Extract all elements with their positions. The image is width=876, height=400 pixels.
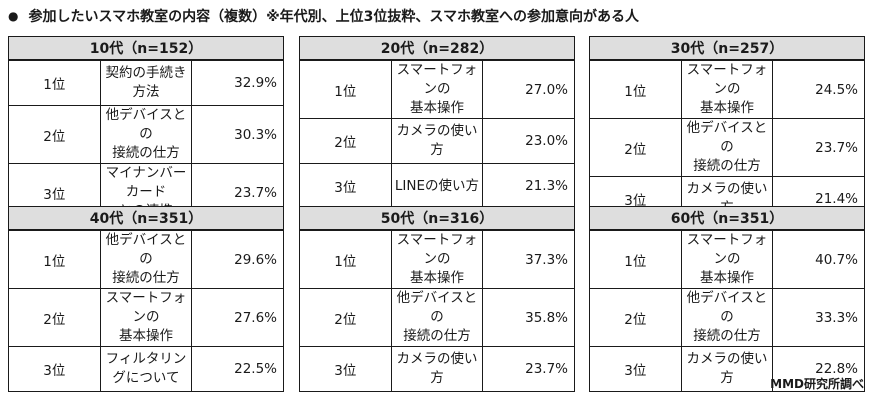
page-title: ● 参加したいスマホ教室の内容（複数）※年代別、上位3位抜粋、スマホ教室への参加意…: [8, 6, 639, 26]
rank-cell: 1位: [299, 59, 392, 119]
panel-20s: 20代（n=282） 1位 スマートフォンの 基本操作 27.0% 2位 カメラ…: [299, 36, 575, 209]
rank-cell: 2位: [299, 288, 392, 347]
panel-60s: 60代（n=351） 1位 スマートフォンの 基本操作 40.7% 2位 他デバ…: [589, 206, 865, 392]
rank-cell: 1位: [8, 229, 101, 289]
item-cell: 他デバイスとの 接続の仕方: [680, 118, 774, 177]
percent-cell: 29.6%: [191, 229, 284, 289]
percent-cell: 40.7%: [772, 229, 865, 289]
percent-cell: 33.3%: [772, 288, 865, 347]
table-row: 1位 スマートフォンの 基本操作 27.0%: [299, 59, 575, 119]
bullet-icon: ●: [8, 9, 19, 23]
ranking-table: 10代（n=152） 1位 契約の手続き方法 32.9% 2位 他デバイスとの …: [8, 36, 284, 222]
panel-header: 10代（n=152）: [8, 36, 284, 61]
percent-cell: 35.8%: [482, 288, 575, 347]
item-cell: 他デバイスとの 接続の仕方: [390, 288, 484, 347]
item-cell: LINEの使い方: [390, 163, 484, 209]
table-row: 1位 スマートフォンの 基本操作 40.7%: [589, 229, 865, 289]
item-cell: 他デバイスとの 接続の仕方: [99, 229, 193, 289]
item-cell: カメラの使い方: [390, 118, 484, 164]
table-row: 2位 スマートフォンの 基本操作 27.6%: [8, 288, 284, 347]
panel-40s: 40代（n=351） 1位 他デバイスとの 接続の仕方 29.6% 2位 スマー…: [8, 206, 284, 392]
item-cell: 他デバイスとの 接続の仕方: [99, 105, 193, 164]
rank-cell: 1位: [299, 229, 392, 289]
rank-cell: 1位: [8, 59, 101, 106]
item-cell: スマートフォンの 基本操作: [680, 59, 774, 119]
rank-cell: 3位: [299, 163, 392, 209]
percent-cell: 27.0%: [482, 59, 575, 119]
rank-cell: 2位: [589, 118, 682, 177]
item-cell: スマートフォンの 基本操作: [99, 288, 193, 347]
panel-header: 30代（n=257）: [589, 36, 865, 61]
page-title-text: 参加したいスマホ教室の内容（複数）※年代別、上位3位抜粋、スマホ教室への参加意向…: [28, 9, 639, 25]
percent-cell: 22.8%: [772, 346, 865, 392]
panel-header: 50代（n=316）: [299, 206, 575, 231]
percent-cell: 23.7%: [772, 118, 865, 177]
percent-cell: 32.9%: [191, 59, 284, 106]
rank-cell: 3位: [8, 346, 101, 392]
rank-cell: 1位: [589, 229, 682, 289]
item-cell: スマートフォンの 基本操作: [390, 229, 484, 289]
item-cell: 契約の手続き方法: [99, 59, 193, 106]
table-row: 3位 カメラの使い方 23.7%: [299, 346, 575, 392]
panel-10s: 10代（n=152） 1位 契約の手続き方法 32.9% 2位 他デバイスとの …: [8, 36, 284, 222]
rank-cell: 1位: [589, 59, 682, 119]
percent-cell: 21.3%: [482, 163, 575, 209]
table-row: 1位 他デバイスとの 接続の仕方 29.6%: [8, 229, 284, 289]
table-row: 3位 LINEの使い方 21.3%: [299, 163, 575, 209]
table-row: 3位 フィルタリングについて 22.5%: [8, 346, 284, 392]
percent-cell: 24.5%: [772, 59, 865, 119]
rank-cell: 3位: [589, 346, 682, 392]
table-row: 1位 契約の手続き方法 32.9%: [8, 59, 284, 106]
item-cell: フィルタリングについて: [99, 346, 193, 392]
table-row: 3位 カメラの使い方 22.8%: [589, 346, 865, 392]
ranking-table: 50代（n=316） 1位 スマートフォンの 基本操作 37.3% 2位 他デバ…: [299, 206, 575, 392]
panel-header: 20代（n=282）: [299, 36, 575, 61]
ranking-table: 40代（n=351） 1位 他デバイスとの 接続の仕方 29.6% 2位 スマー…: [8, 206, 284, 392]
table-row: 2位 カメラの使い方 23.0%: [299, 118, 575, 164]
percent-cell: 30.3%: [191, 105, 284, 164]
table-row: 2位 他デバイスとの 接続の仕方 23.7%: [589, 118, 865, 177]
rank-cell: 2位: [8, 288, 101, 347]
ranking-table: 20代（n=282） 1位 スマートフォンの 基本操作 27.0% 2位 カメラ…: [299, 36, 575, 209]
percent-cell: 23.0%: [482, 118, 575, 164]
panel-header: 40代（n=351）: [8, 206, 284, 231]
table-row: 2位 他デバイスとの 接続の仕方 33.3%: [589, 288, 865, 347]
rank-cell: 2位: [8, 105, 101, 164]
item-cell: 他デバイスとの 接続の仕方: [680, 288, 774, 347]
source-credit: MMD研究所調べ: [770, 377, 864, 391]
panel-header: 60代（n=351）: [589, 206, 865, 231]
item-cell: スマートフォンの 基本操作: [390, 59, 484, 119]
rank-cell: 2位: [589, 288, 682, 347]
percent-cell: 37.3%: [482, 229, 575, 289]
percent-cell: 27.6%: [191, 288, 284, 347]
table-row: 1位 スマートフォンの 基本操作 37.3%: [299, 229, 575, 289]
ranking-table: 30代（n=257） 1位 スマートフォンの 基本操作 24.5% 2位 他デバ…: [589, 36, 865, 222]
table-row: 1位 スマートフォンの 基本操作 24.5%: [589, 59, 865, 119]
table-row: 2位 他デバイスとの 接続の仕方 30.3%: [8, 105, 284, 164]
item-cell: カメラの使い方: [680, 346, 774, 392]
table-row: 2位 他デバイスとの 接続の仕方 35.8%: [299, 288, 575, 347]
panel-50s: 50代（n=316） 1位 スマートフォンの 基本操作 37.3% 2位 他デバ…: [299, 206, 575, 392]
panel-30s: 30代（n=257） 1位 スマートフォンの 基本操作 24.5% 2位 他デバ…: [589, 36, 865, 222]
rank-cell: 3位: [299, 346, 392, 392]
ranking-table: 60代（n=351） 1位 スマートフォンの 基本操作 40.7% 2位 他デバ…: [589, 206, 865, 392]
rank-cell: 2位: [299, 118, 392, 164]
item-cell: スマートフォンの 基本操作: [680, 229, 774, 289]
item-cell: カメラの使い方: [390, 346, 484, 392]
percent-cell: 23.7%: [482, 346, 575, 392]
percent-cell: 22.5%: [191, 346, 284, 392]
